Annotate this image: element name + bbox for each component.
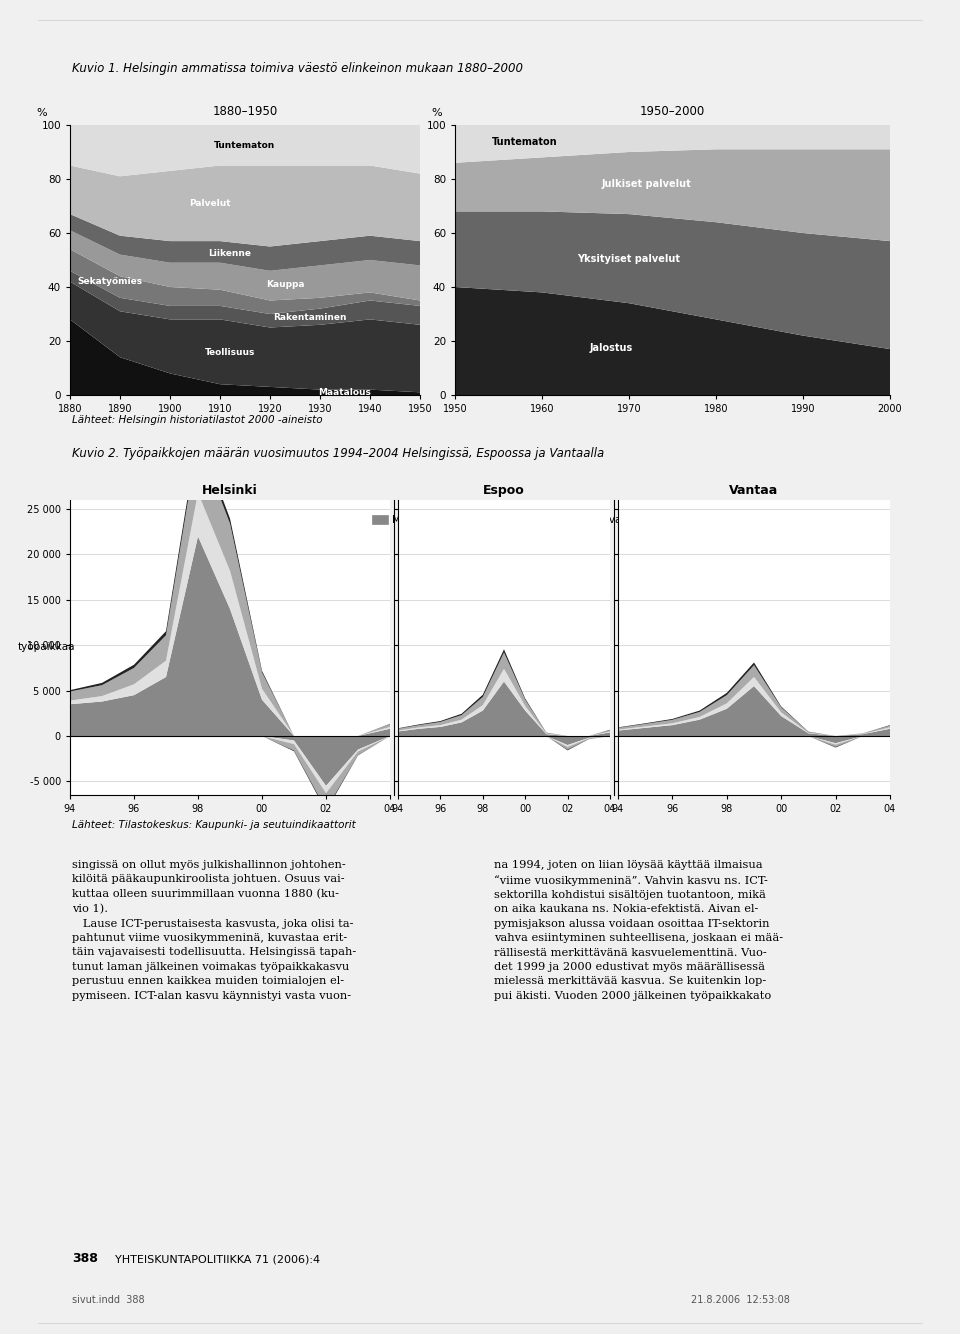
- Text: 21.8.2006  12:53:08: 21.8.2006 12:53:08: [691, 1295, 790, 1305]
- Title: Vantaa: Vantaa: [730, 484, 779, 498]
- Text: %: %: [36, 108, 47, 119]
- Text: Palvelut: Palvelut: [189, 199, 230, 208]
- Text: YHTEISKUNTAPOLITIIKKA 71 (2006):4: YHTEISKUNTAPOLITIIKKA 71 (2006):4: [115, 1255, 321, 1265]
- Text: Jalostus: Jalostus: [590, 343, 634, 354]
- Text: Lähteet: Helsingin historiatilastot 2000 -aineisto: Lähteet: Helsingin historiatilastot 2000…: [72, 415, 323, 426]
- Title: Helsinki: Helsinki: [203, 484, 258, 498]
- Text: %: %: [431, 108, 442, 119]
- Text: sivut.indd  388: sivut.indd 388: [72, 1295, 145, 1305]
- Text: Tuntematon: Tuntematon: [492, 137, 558, 147]
- Text: työpaikkaa: työpaikkaa: [17, 643, 75, 652]
- Text: 388: 388: [72, 1253, 98, 1265]
- Text: Kauppa: Kauppa: [266, 280, 304, 289]
- Text: Julkiset palvelut: Julkiset palvelut: [602, 179, 691, 188]
- Text: Kuvio 2. Työpaikkojen määrän vuosimuutos 1994–2004 Helsingissä, Espoossa ja Vant: Kuvio 2. Työpaikkojen määrän vuosimuutos…: [72, 447, 604, 460]
- Text: Lähteet: Tilastokeskus: Kaupunki- ja seutuindikaattorit: Lähteet: Tilastokeskus: Kaupunki- ja seu…: [72, 820, 356, 830]
- Text: Tuntematon: Tuntematon: [214, 141, 276, 149]
- Text: na 1994, joten on liian löysää käyttää ilmaisua
“viime vuosikymmeninä”. Vahvin k: na 1994, joten on liian löysää käyttää i…: [494, 860, 783, 1000]
- Text: singissä on ollut myös julkishallinnon johtohen-
kilöitä pääkaupunkiroolista joh: singissä on ollut myös julkishallinnon j…: [72, 860, 356, 1000]
- Legend: Muut alat, Sisältö, Palvelu, Tavara: Muut alat, Sisältö, Palvelu, Tavara: [368, 511, 636, 530]
- Text: Teollisuus: Teollisuus: [204, 348, 255, 358]
- Text: Maatalous: Maatalous: [319, 388, 372, 396]
- Text: Sekatyömies: Sekatyömies: [78, 277, 143, 285]
- Text: 1950–2000: 1950–2000: [640, 105, 706, 119]
- Text: Kuvio 1. Helsingin ammatissa toimiva väestö elinkeinon mukaan 1880–2000: Kuvio 1. Helsingin ammatissa toimiva väe…: [72, 61, 523, 75]
- Text: 1880–1950: 1880–1950: [212, 105, 277, 119]
- Text: Yksityiset palvelut: Yksityiset palvelut: [578, 253, 681, 264]
- Title: Espoo: Espoo: [483, 484, 525, 498]
- Text: Liikenne: Liikenne: [208, 248, 252, 257]
- Text: Rakentaminen: Rakentaminen: [274, 313, 347, 321]
